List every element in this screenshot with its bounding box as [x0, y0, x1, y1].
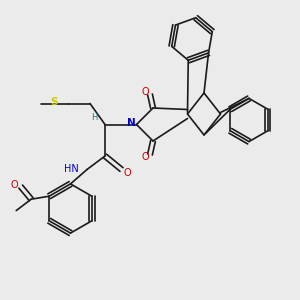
- Text: H: H: [91, 113, 98, 122]
- Text: O: O: [124, 167, 131, 178]
- Text: O: O: [10, 180, 18, 190]
- Text: HN: HN: [64, 164, 79, 174]
- Text: N: N: [127, 118, 136, 128]
- Text: S: S: [50, 97, 58, 107]
- Text: O: O: [142, 152, 149, 163]
- Text: O: O: [142, 87, 149, 97]
